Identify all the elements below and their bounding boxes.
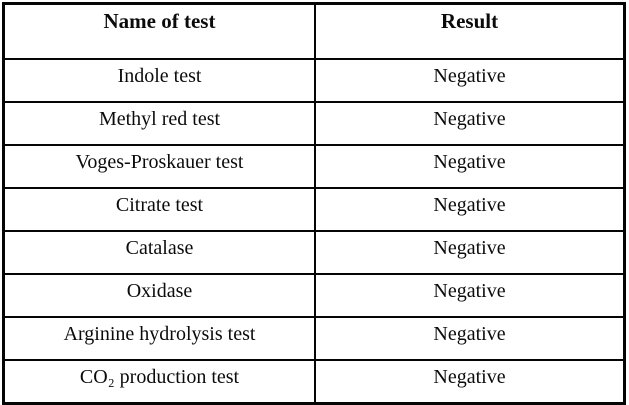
cell-result: Negative	[314, 144, 626, 189]
cell-result: Negative	[314, 359, 626, 405]
table-row: Catalase Negative	[2, 230, 626, 275]
cell-result: Negative	[314, 273, 626, 318]
cell-test-name: Indole test	[2, 58, 316, 103]
cell-result: Negative	[314, 230, 626, 275]
cell-test-name: Citrate test	[2, 187, 316, 232]
cell-test-name: CO₂ production test	[2, 359, 316, 405]
table-body: Indole test Negative Methyl red test Neg…	[2, 58, 626, 405]
cell-result: Negative	[314, 187, 626, 232]
table-row: Methyl red test Negative	[2, 101, 626, 146]
table-header: Name of test Result	[2, 2, 626, 60]
cell-test-name: Voges-Proskauer test	[2, 144, 316, 189]
cell-result: Negative	[314, 316, 626, 361]
table-row: Voges-Proskauer test Negative	[2, 144, 626, 189]
table-row: Arginine hydrolysis test Negative	[2, 316, 626, 361]
cell-test-name: Catalase	[2, 230, 316, 275]
table-row: Citrate test Negative	[2, 187, 626, 232]
header-name-of-test: Name of test	[2, 2, 316, 60]
cell-result: Negative	[314, 101, 626, 146]
cell-test-name: Methyl red test	[2, 101, 316, 146]
header-row: Name of test Result	[2, 2, 626, 60]
cell-test-name: Arginine hydrolysis test	[2, 316, 316, 361]
table-row: CO₂ production test Negative	[2, 359, 626, 405]
cell-test-name: Oxidase	[2, 273, 316, 318]
table-row: Oxidase Negative	[2, 273, 626, 318]
table-row: Indole test Negative	[2, 58, 626, 103]
header-result: Result	[314, 2, 626, 60]
cell-result: Negative	[314, 58, 626, 103]
